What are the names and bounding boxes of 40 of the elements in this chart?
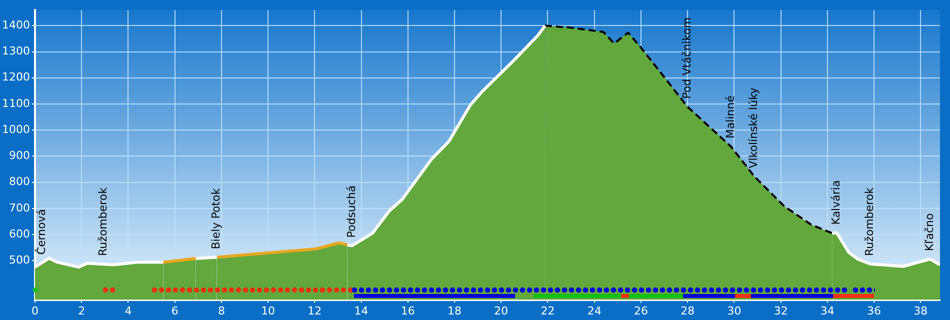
x-tick-label: 10: [261, 304, 276, 318]
annotation: Podsuchá: [344, 185, 358, 238]
annotation: Ružomberok: [863, 186, 876, 256]
x-tick-label: 28: [680, 304, 695, 318]
annotation: Biely Potok: [210, 188, 223, 250]
x-tick-label: 2: [78, 304, 86, 318]
y-tick-label: 1400: [2, 18, 30, 32]
x-tick-label: 38: [914, 304, 928, 318]
annotation: Černová: [34, 208, 48, 255]
y-tick-label: 600: [8, 227, 30, 240]
x-tick-label: 14: [354, 304, 368, 318]
y-tick-label: 1100: [2, 96, 30, 110]
x-tick-label: 26: [634, 304, 648, 318]
x-tick-label: 36: [867, 304, 882, 318]
x-tick-label: 16: [400, 304, 415, 318]
x-tick-label: 32: [774, 304, 788, 318]
x-tick-label: 30: [727, 304, 742, 318]
annotation: Malinné: [724, 95, 737, 139]
x-tick-label: 6: [171, 304, 178, 318]
x-tick-label: 34: [820, 304, 834, 318]
y-tick-label: 1000: [2, 122, 30, 136]
x-tick-label: 8: [218, 304, 225, 318]
x-tick-label: 4: [124, 304, 132, 318]
x-tick-label: 24: [587, 304, 602, 318]
x-tick-label: 0: [31, 304, 38, 318]
y-tick-label: 1300: [2, 44, 30, 58]
y-tick-label: 800: [8, 175, 30, 188]
x-tick-label: 12: [308, 304, 322, 318]
annotation: Pod Vtáčnikom: [680, 17, 694, 99]
x-tick-label: 22: [540, 304, 555, 318]
y-tick-label: 500: [8, 253, 30, 266]
annotation: Vlkolínské lúky: [747, 86, 760, 168]
annotation: Kľačno: [922, 212, 936, 252]
x-tick-label: 18: [448, 304, 462, 318]
annotation: Ružomberok: [96, 186, 110, 256]
annotation: Kalvária: [830, 180, 843, 225]
x-tick-label: 20: [494, 304, 508, 318]
y-tick-label: 1200: [2, 70, 30, 84]
y-tick-label: 700: [8, 201, 30, 214]
y-tick-label: 900: [8, 149, 30, 162]
